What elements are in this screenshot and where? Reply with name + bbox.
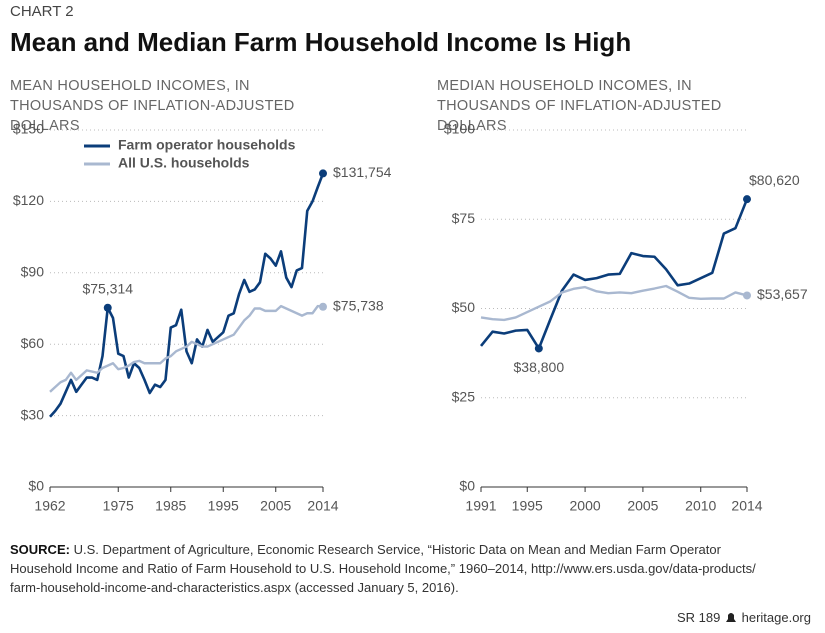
site: heritage.org	[741, 610, 811, 625]
bell-icon	[725, 613, 736, 622]
y-tick-label: $50	[452, 299, 476, 315]
annotation-dot	[319, 302, 327, 311]
y-tick-label: $90	[21, 264, 45, 280]
annotation-label: $75,738	[333, 297, 384, 313]
y-tick-label: $150	[13, 121, 44, 137]
y-tick-label: $100	[444, 121, 475, 137]
x-tick-label: 1995	[512, 498, 543, 514]
report-code: SR 189	[676, 610, 721, 625]
x-tick-label: 1991	[465, 498, 496, 514]
x-tick-label: 2014	[307, 498, 338, 514]
footer: SR 189 heritage.org	[677, 610, 811, 625]
chart-label: CHART 2	[10, 3, 74, 20]
y-tick-label: $60	[21, 335, 45, 351]
legend-label: Farm operator households	[118, 137, 296, 153]
chart-subtitle: MEDIAN HOUSEHOLD INCOMES, IN THOUSANDS O…	[437, 78, 722, 134]
x-tick-label: 1995	[208, 498, 239, 514]
source-text: U.S. Department of Agriculture, Economic…	[10, 542, 756, 595]
annotation-label: $80,620	[749, 172, 800, 188]
y-tick-label: $30	[21, 406, 45, 422]
x-tick-label: 1975	[103, 498, 134, 514]
annotation-dot	[319, 169, 327, 178]
series-line	[49, 304, 324, 393]
y-tick-label: $120	[13, 192, 44, 208]
x-tick-label: 2010	[685, 498, 716, 514]
y-tick-label: $75	[452, 210, 476, 226]
y-tick-label: $0	[459, 478, 475, 494]
annotation-label: $38,800	[514, 359, 565, 375]
annotation-dot	[103, 303, 112, 312]
annotation-label: $75,314	[82, 280, 133, 296]
series-line	[49, 172, 325, 418]
x-tick-label: 2014	[731, 498, 762, 514]
x-tick-label: 1962	[34, 498, 65, 514]
series-line	[480, 284, 748, 322]
y-tick-label: $0	[28, 478, 44, 494]
x-tick-label: 2005	[260, 498, 291, 514]
annotation-label: $53,657	[757, 286, 808, 302]
chart-subtitle: MEAN HOUSEHOLD INCOMES, IN THOUSANDS OF …	[10, 78, 295, 134]
source-label: SOURCE:	[10, 542, 70, 557]
x-tick-label: 2005	[627, 498, 658, 514]
annotation-dot	[743, 195, 751, 204]
source-note: SOURCE: U.S. Department of Agriculture, …	[10, 540, 780, 597]
x-tick-label: 2000	[570, 498, 601, 514]
series-line	[479, 198, 749, 350]
y-tick-label: $25	[452, 388, 476, 404]
annotation-label: $131,754	[333, 164, 392, 180]
page-title: Mean and Median Farm Household Income Is…	[10, 27, 632, 57]
x-tick-label: 1985	[155, 498, 186, 514]
annotation-dot	[534, 344, 543, 353]
annotation-dot	[743, 291, 751, 300]
legend-label: All U.S. households	[118, 155, 250, 171]
